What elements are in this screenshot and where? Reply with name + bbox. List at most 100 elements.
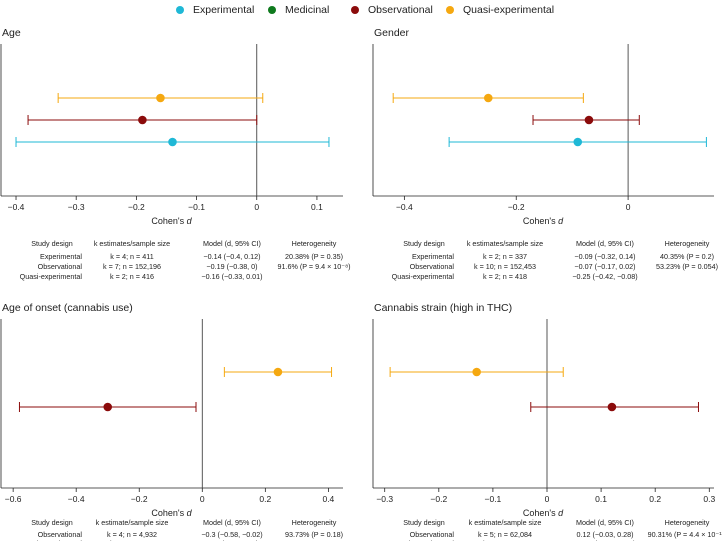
table-cell: −0.07 (−0.17, 0.02) [574, 262, 635, 271]
table-header: k estimate/sample size [469, 518, 542, 527]
x-axis-title: Cohen's d [523, 508, 564, 518]
table-cell: k = 2; n = 337 [483, 252, 527, 261]
table-cell: −0.3 (−0.58, −0.02) [201, 530, 262, 539]
x-tick-label: −0.2 [508, 202, 525, 212]
table-cell: Experimental [412, 252, 454, 261]
x-tick-label: −0.4 [8, 202, 25, 212]
table-cell: k = 4; n = 4,932 [107, 530, 157, 539]
table-header: Model (d, 95% CI) [576, 239, 634, 248]
table-header: Study design [403, 518, 445, 527]
table-cell: k = 5; n = 62,084 [478, 530, 532, 539]
legend-label-experimental: Experimental [193, 4, 255, 16]
estimate-observational [532, 115, 640, 125]
table-cell: 0.12 (−0.03, 0.28) [577, 530, 634, 539]
x-tick-label: −0.1 [188, 202, 205, 212]
legend-label-medicinal: Medicinal [285, 4, 330, 16]
estimate-quasi-experimental [223, 367, 333, 377]
table-cell: 40.35% (P = 0.2) [660, 252, 714, 261]
table-cell: −0.09 (−0.32, 0.14) [574, 252, 635, 261]
legend-item-quasi-experimental: Quasi-experimental [446, 4, 554, 16]
x-tick-label: 0.4 [322, 494, 334, 504]
x-tick-label: 0.1 [311, 202, 323, 212]
legend-swatch-observational [351, 6, 359, 14]
estimate-observational [530, 402, 699, 412]
x-tick-label: 0 [254, 202, 259, 212]
point-estimate [607, 402, 617, 412]
x-tick-label: −0.3 [376, 494, 393, 504]
table-header: Heterogeneity [665, 239, 710, 248]
x-axis-title-symbol: d [187, 216, 193, 226]
table-cell: Observational [410, 530, 455, 539]
x-tick-label: −0.3 [68, 202, 85, 212]
point-estimate [483, 93, 493, 103]
estimate-quasi-experimental [392, 93, 584, 103]
point-estimate [103, 402, 113, 412]
table-header: Heterogeneity [292, 239, 337, 248]
results-table: Study design k estimate/sample size Model … [392, 518, 722, 541]
x-axis-title-text: Cohen's [151, 508, 186, 518]
point-estimate [138, 115, 147, 125]
x-tick-label: −0.4 [396, 202, 413, 212]
x-axis-title: Cohen's d [151, 216, 192, 226]
table-header: Model (d, 95% CI) [203, 239, 261, 248]
results-table: Study design k estimates/sample size Model… [392, 239, 718, 281]
results-table: Study design k estimates/sample size Model… [20, 239, 351, 281]
legend-swatch-quasi-experimental [446, 6, 454, 14]
x-tick-label: 0 [200, 494, 205, 504]
panel-age-of-onset-cannabis-use: Age of onset (cannabis use) −0.6 −0.4 −0.2 0… [0, 302, 343, 541]
x-axis-title-text: Cohen's [151, 216, 186, 226]
table-header: k estimates/sample size [94, 239, 170, 248]
x-axis-title: Cohen's d [523, 216, 564, 226]
table-cell: 20.38% (P = 0.35) [285, 252, 343, 261]
table-header: k estimates/sample size [467, 239, 543, 248]
x-axis-title-symbol: d [558, 216, 564, 226]
legend: Experimental Medicinal Observational Qua… [0, 0, 722, 24]
x-axis-title-text: Cohen's [523, 508, 558, 518]
panel-title: Gender [374, 27, 410, 39]
table-cell: −0.13 (−0.29, 0.03) [574, 539, 635, 541]
x-tick-label: 0 [626, 202, 631, 212]
table-cell: Quasi-experimental [392, 272, 455, 281]
results-table: Study design k estimate/sample size Model … [20, 518, 343, 541]
panel-title: Age [2, 27, 21, 39]
table-cell: Experimental [40, 252, 82, 261]
estimate-observational [27, 115, 258, 125]
table-cell: Observational [38, 262, 83, 271]
x-tick-label: 0.2 [649, 494, 661, 504]
panel-title: Cannabis strain (high in THC) [374, 302, 512, 314]
point-estimate [584, 115, 594, 125]
legend-label-quasi-experimental: Quasi-experimental [463, 4, 555, 16]
table-cell: 53.23% (P = 0.054) [656, 262, 718, 271]
estimate-observational [18, 402, 197, 412]
point-estimate [573, 137, 583, 147]
legend-item-observational: Observational [351, 4, 433, 16]
point-estimate [273, 367, 283, 377]
x-tick-label: 0 [545, 494, 550, 504]
table-header: Model (d, 95% CI) [576, 518, 634, 527]
point-estimate [168, 137, 177, 147]
panel-cannabis-strain-high-in-thc: Cannabis strain (high in THC) −0.3 −0.2 −0.… [372, 302, 722, 541]
table-cell: 93.73% (P = 0.18) [285, 530, 343, 539]
legend-swatch-medicinal [268, 6, 276, 14]
table-cell: k = 2; n = 418 [483, 272, 527, 281]
table-header: Model (d, 95% CI) [203, 518, 261, 527]
estimate-quasi-experimental [57, 93, 264, 103]
table-cell: Observational [410, 262, 455, 271]
table-cell: k = 7; n = 152,196 [103, 262, 161, 271]
table-header: Heterogeneity [292, 518, 337, 527]
x-axis-title-symbol: d [558, 508, 564, 518]
table-cell: k = 2; n = 413 [110, 539, 154, 541]
table-header: Study design [31, 518, 73, 527]
table-cell: k = 2; n = 416 [110, 272, 154, 281]
point-estimate [472, 367, 481, 377]
table-cell: Quasi-experimental [20, 539, 83, 541]
x-tick-label: −0.1 [485, 494, 502, 504]
x-tick-label: −0.4 [68, 494, 85, 504]
table-cell: 90.31% (P = 4.4 × 10⁻¹¹) [648, 530, 722, 539]
table-header: Study design [31, 239, 73, 248]
table-cell: k = 4; n = 411 [110, 252, 153, 261]
table-cell: −0.19 (−0.38, 0) [206, 262, 257, 271]
table-header: Heterogeneity [665, 518, 710, 527]
estimate-experimental [448, 137, 707, 147]
